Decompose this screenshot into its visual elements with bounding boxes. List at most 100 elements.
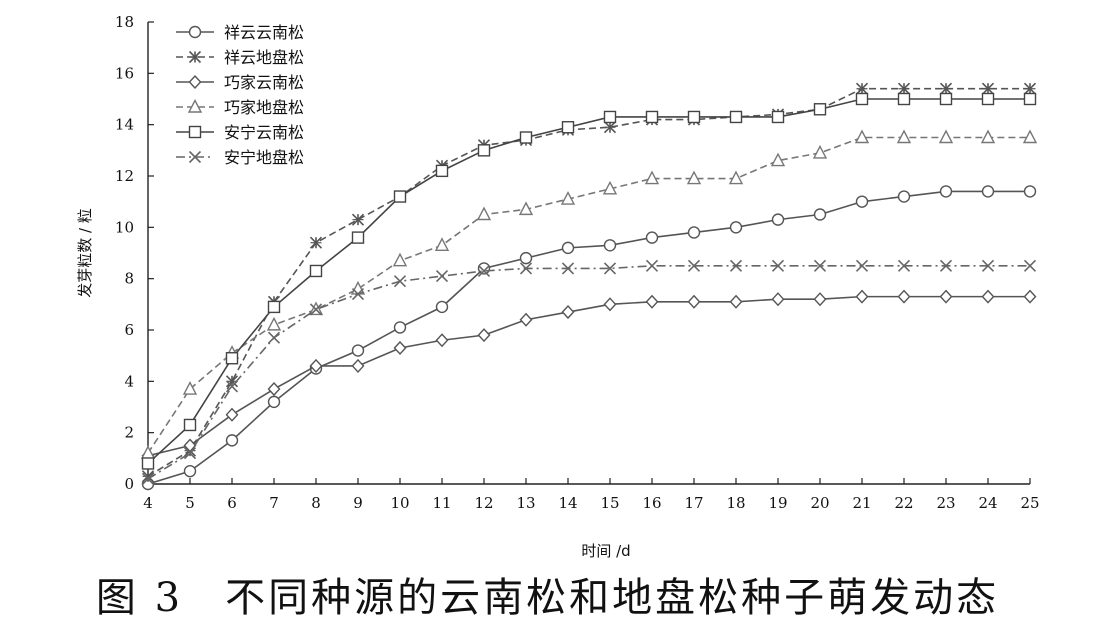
y-tick-label: 6 xyxy=(124,321,134,339)
x-tick-label: 15 xyxy=(600,494,619,512)
data-point xyxy=(939,289,953,304)
data-point xyxy=(519,262,533,275)
x-tick-label: 17 xyxy=(684,494,703,512)
data-point xyxy=(477,328,491,343)
legend-label: 祥云云南松 xyxy=(224,23,304,42)
data-point xyxy=(351,231,365,244)
data-point xyxy=(225,434,239,447)
legend-marker xyxy=(188,125,202,139)
series-line xyxy=(147,136,1030,454)
x-tick-label: 21 xyxy=(852,494,871,512)
data-point xyxy=(1023,259,1037,272)
data-point xyxy=(855,195,869,208)
data-point xyxy=(603,239,617,252)
data-point xyxy=(435,270,449,283)
data-point xyxy=(981,92,995,106)
legend-marker xyxy=(188,150,202,164)
data-point xyxy=(813,259,827,272)
data-point xyxy=(435,164,449,178)
data-point xyxy=(183,418,197,432)
data-point xyxy=(309,303,323,316)
data-point xyxy=(309,358,323,373)
x-tick-label: 8 xyxy=(311,494,321,512)
data-point xyxy=(939,185,953,198)
data-point xyxy=(183,438,197,453)
series-line xyxy=(147,98,1030,465)
data-point xyxy=(771,259,785,272)
data-point xyxy=(351,288,365,301)
data-point xyxy=(519,131,533,144)
data-point xyxy=(267,381,281,397)
y-tick-label: 14 xyxy=(115,116,134,134)
data-point xyxy=(645,259,659,272)
data-point xyxy=(729,110,743,124)
data-point xyxy=(855,259,869,272)
data-point xyxy=(267,300,281,314)
data-point xyxy=(1023,185,1037,198)
data-point xyxy=(854,129,870,144)
x-tick-label: 7 xyxy=(269,494,279,512)
data-point xyxy=(519,312,533,327)
y-tick-label: 16 xyxy=(115,64,134,82)
data-point xyxy=(225,375,239,388)
data-point xyxy=(603,110,617,124)
data-point xyxy=(939,259,953,272)
data-point xyxy=(561,304,575,320)
data-point xyxy=(981,289,995,304)
series-1 xyxy=(141,185,1037,491)
data-point xyxy=(309,236,323,249)
data-point xyxy=(477,144,491,157)
x-tick-label: 5 xyxy=(185,494,195,512)
x-tick-label: 18 xyxy=(726,494,745,512)
data-point xyxy=(603,121,617,134)
axes: 4 5 6 7 8 9 10 11 12 13 14 15 16 17 18 19 20 21 22 23 24 2502… xyxy=(115,13,1040,512)
x-tick-label: 13 xyxy=(516,494,535,512)
x-tick-label: 4 xyxy=(143,494,153,512)
legend-label: 巧家地盘松 xyxy=(224,98,304,117)
x-tick-label: 22 xyxy=(894,494,913,512)
data-point xyxy=(393,340,407,356)
data-point xyxy=(351,358,365,373)
data-point xyxy=(981,185,995,198)
x-tick-label: 12 xyxy=(474,494,493,512)
data-point xyxy=(729,221,743,234)
legend-item: 安宁云南松 xyxy=(176,123,304,142)
legend-marker xyxy=(188,25,202,39)
y-tick-label: 4 xyxy=(124,372,134,390)
data-point xyxy=(561,262,575,275)
x-tick-label: 16 xyxy=(642,494,661,512)
data-point xyxy=(897,190,911,203)
x-tick-label: 9 xyxy=(353,494,363,512)
data-point xyxy=(267,331,281,344)
x-axis-label: 时间 /d xyxy=(581,542,630,560)
legend-item: 祥云云南松 xyxy=(176,23,304,42)
y-tick-label: 2 xyxy=(124,424,134,442)
y-tick-label: 18 xyxy=(115,13,134,31)
data-point xyxy=(687,110,701,124)
x-tick-label: 20 xyxy=(810,494,829,512)
data-point xyxy=(518,201,534,216)
data-point xyxy=(980,129,996,144)
legend-item: 巧家地盘松 xyxy=(176,98,304,117)
data-point xyxy=(393,275,407,288)
data-point xyxy=(392,252,408,267)
data-point xyxy=(393,321,407,334)
legend-marker xyxy=(188,74,202,90)
data-point xyxy=(812,144,828,159)
legend-item: 巧家云南松 xyxy=(176,73,304,92)
data-point xyxy=(561,241,575,255)
figure-title: 不同种源的云南松和地盘松种子萌发动态 xyxy=(225,575,1000,621)
data-point xyxy=(560,191,576,205)
data-point xyxy=(897,92,911,106)
data-point xyxy=(771,110,785,124)
data-point xyxy=(267,395,281,409)
legend-label: 安宁云南松 xyxy=(224,123,304,142)
data-point xyxy=(855,92,869,106)
data-point xyxy=(939,82,953,95)
data-point xyxy=(938,129,954,144)
data-point xyxy=(309,264,323,278)
data-point xyxy=(603,297,617,312)
series-3 xyxy=(141,289,1037,463)
x-tick-label: 14 xyxy=(558,494,577,512)
data-point xyxy=(729,294,743,309)
